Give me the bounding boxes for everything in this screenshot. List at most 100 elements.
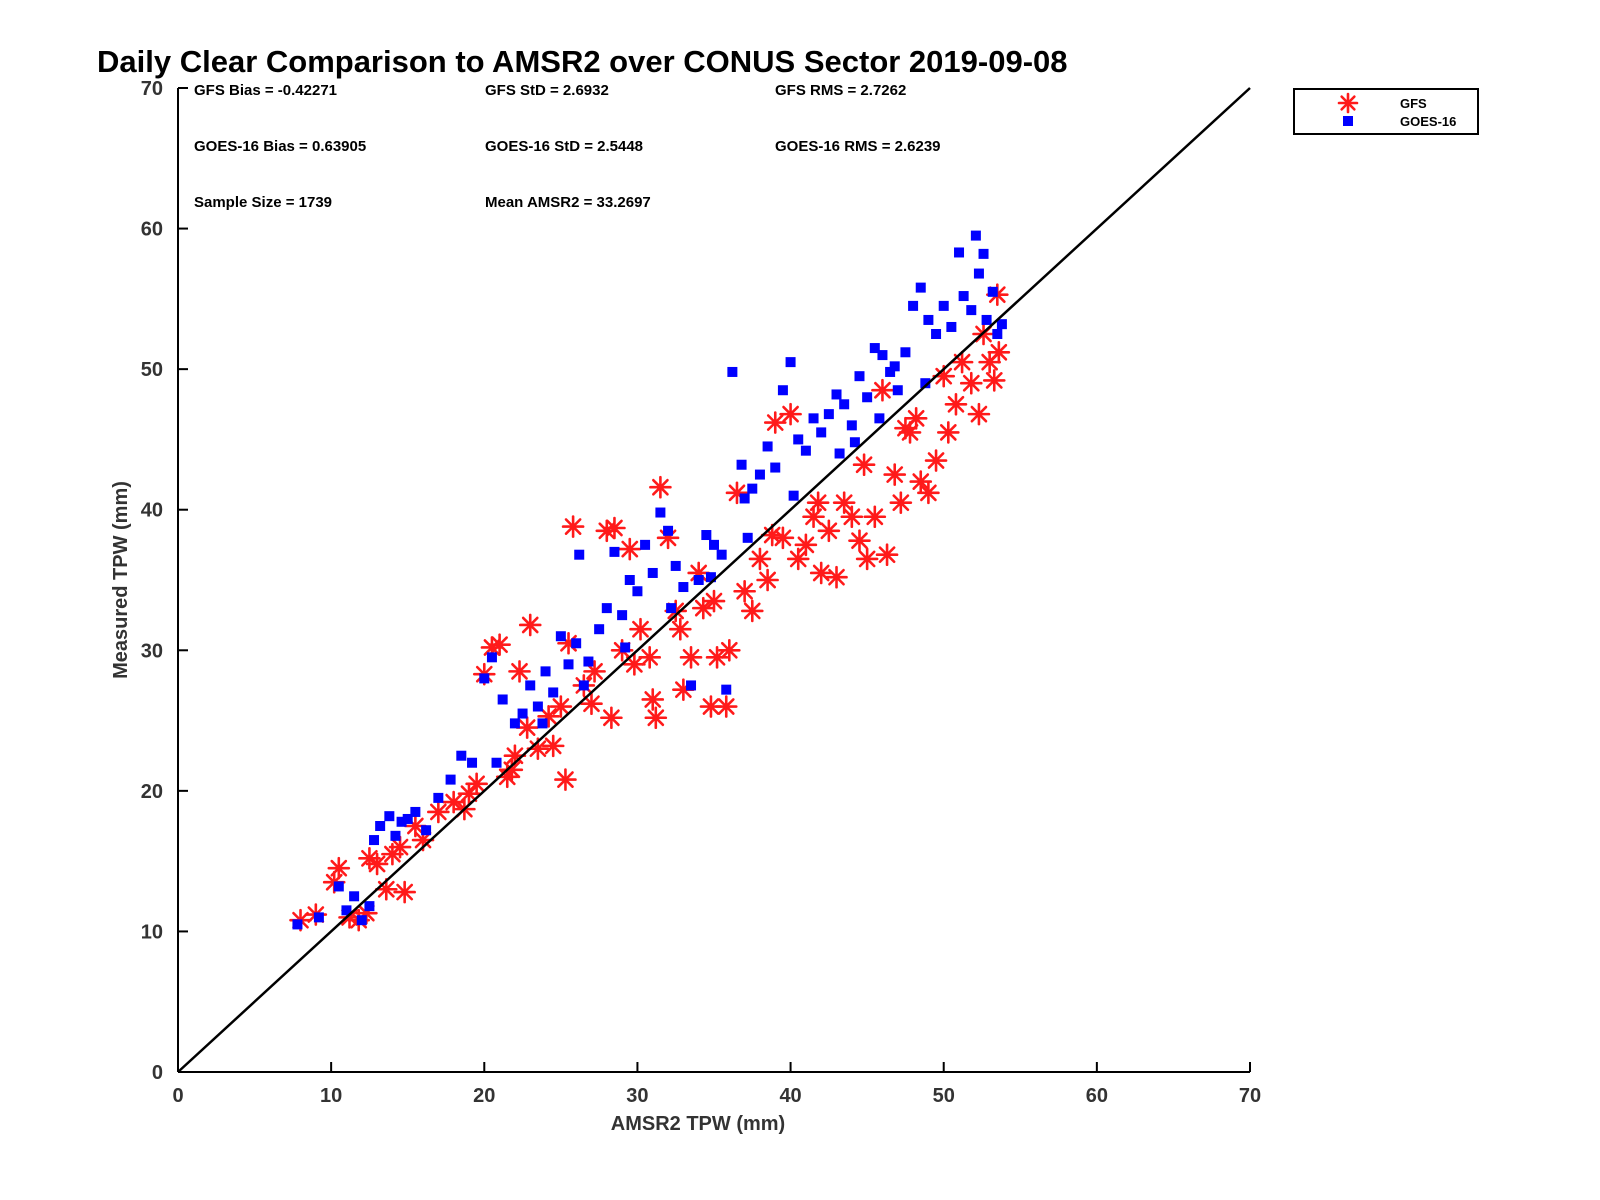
goes16-point [349,891,360,902]
goes16-point [889,361,900,372]
x-tick-label: 40 [779,1085,801,1107]
goes16-point [402,813,413,824]
y-tick-label: 0 [152,1062,163,1084]
gfs-point [623,653,646,676]
gfs-point [644,706,668,730]
y-tick-label: 10 [141,921,163,943]
gfs-point [883,463,907,486]
goes16-point [987,286,998,297]
goes16-point [923,314,934,325]
goes16-point [777,385,788,396]
gfs-point [904,407,928,430]
gfs-point [894,416,917,440]
gfs-point [825,565,848,589]
gfs-point [393,880,416,904]
stat-annotation: GOES-16 StD = 2.5448 [485,138,643,155]
goes16-point [537,718,548,729]
identity-line [177,87,1251,1073]
goes16-point [823,409,834,420]
gfs-point [937,421,960,444]
x-tick-label: 10 [320,1085,342,1107]
goes16-point [958,291,969,302]
gfs-point [549,695,573,718]
goes16-point [762,441,773,452]
goes16-point [467,757,478,768]
goes16-point [908,300,919,311]
x-ticks: 0 10 20 30 40 50 60 70 [172,1062,1261,1107]
gfs-point [515,716,539,739]
goes16-point [834,448,845,459]
gfs-point [852,453,876,477]
x-tick-label: 30 [626,1085,648,1107]
gfs-point [583,660,606,683]
gfs-point [618,537,642,561]
gfs-point [740,599,764,623]
gfs-point [924,449,948,472]
gfs-point [848,529,871,552]
legend: GFS GOES-16 [1293,88,1479,135]
goes16-point [892,385,903,396]
y-ticks: 0 10 20 30 40 50 60 70 [141,78,188,1084]
x-tick-label: 70 [1239,1085,1261,1107]
gfs-point [763,411,787,434]
goes16-point [742,532,753,543]
gfs-point [641,688,665,711]
goes16-point [433,792,444,803]
gfs-point [388,835,412,859]
gfs-point [967,402,991,426]
gfs-point [457,782,481,805]
gfs-point [875,543,899,566]
gfs-point [679,646,703,669]
goes16-point [617,610,628,621]
goes16-point [333,881,344,892]
goes16-point [497,694,508,705]
gfs-point [561,515,585,538]
goes16-point [721,684,732,695]
goes16-point [313,912,324,923]
gfs-point [982,369,1006,392]
gfs-point [909,470,933,493]
y-tick-label: 30 [141,640,163,662]
goes16-point [938,300,949,311]
goes16-point [421,825,432,836]
goes16-point [785,357,796,368]
goes16-point [384,811,395,822]
goes16-point [970,230,981,241]
goes16-point [663,525,674,536]
goes16-point [701,530,712,541]
y-tick-label: 20 [141,781,163,803]
data-points [289,230,1011,932]
gfs-point [855,547,879,571]
goes16-point [574,549,585,560]
goes16-point [739,493,750,504]
goes16-point [788,490,799,501]
gfs-point [944,392,968,416]
goes16-point [583,656,594,667]
gfs-point [702,589,726,613]
goes16-point [532,701,543,712]
goes16-point [341,905,352,916]
stat-annotation: Mean AMSR2 = 33.2697 [485,194,651,211]
goes16-point [620,642,631,653]
goes16-point [816,427,827,438]
goes16-point [609,546,620,557]
goes16-point [996,319,1007,330]
goes16-point [647,567,658,578]
goes16-point [486,652,497,663]
goes16-point [736,459,747,470]
legend-marker-goes16 [1343,116,1353,126]
y-tick-label: 40 [141,500,163,522]
gfs-point [917,481,940,505]
goes16-point [640,539,651,550]
goes16-point [849,437,860,448]
goes16-point [705,572,716,583]
legend-label: GOES-16 [1400,114,1456,129]
goes16-point [594,624,605,635]
goes16-point [555,631,566,642]
goes16-point [693,575,704,585]
x-tick-label: 50 [933,1085,955,1107]
gfs-point [950,350,974,374]
goes16-point [678,582,689,593]
goes16-point [356,915,367,926]
goes16-point [946,321,957,332]
